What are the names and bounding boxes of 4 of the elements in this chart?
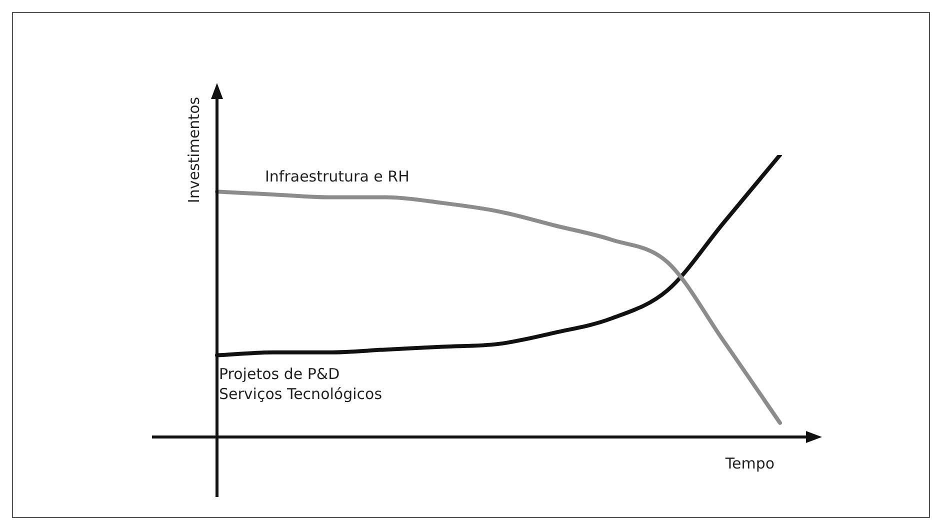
- series-label: Projetos de P&D Serviços Tecnológicos: [219, 365, 382, 404]
- series-label: Infraestrutura e RH: [265, 168, 410, 186]
- x-axis-title: Tempo: [724, 454, 775, 472]
- y-axis-title: Investimentos: [184, 96, 203, 204]
